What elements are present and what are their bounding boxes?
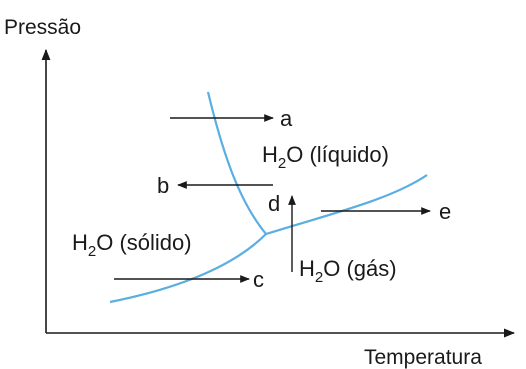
arrow-b-label: b xyxy=(157,173,169,198)
sublimation-curve xyxy=(109,233,267,304)
gas-label: H2O (gás) xyxy=(299,256,397,286)
vaporization-curve xyxy=(265,174,428,236)
x-axis-label: Temperatura xyxy=(364,346,482,369)
arrow-c-label: c xyxy=(253,267,264,292)
fusion-curve xyxy=(206,91,267,235)
liquid-label: H2O (líquido) xyxy=(262,142,389,172)
solid-label: H2O (sólido) xyxy=(72,230,192,260)
arrow-a-label: a xyxy=(280,106,293,131)
arrow-e-label: e xyxy=(439,199,451,224)
y-axis-label: Pressão xyxy=(4,16,81,39)
arrow-d-label: d xyxy=(268,191,280,216)
